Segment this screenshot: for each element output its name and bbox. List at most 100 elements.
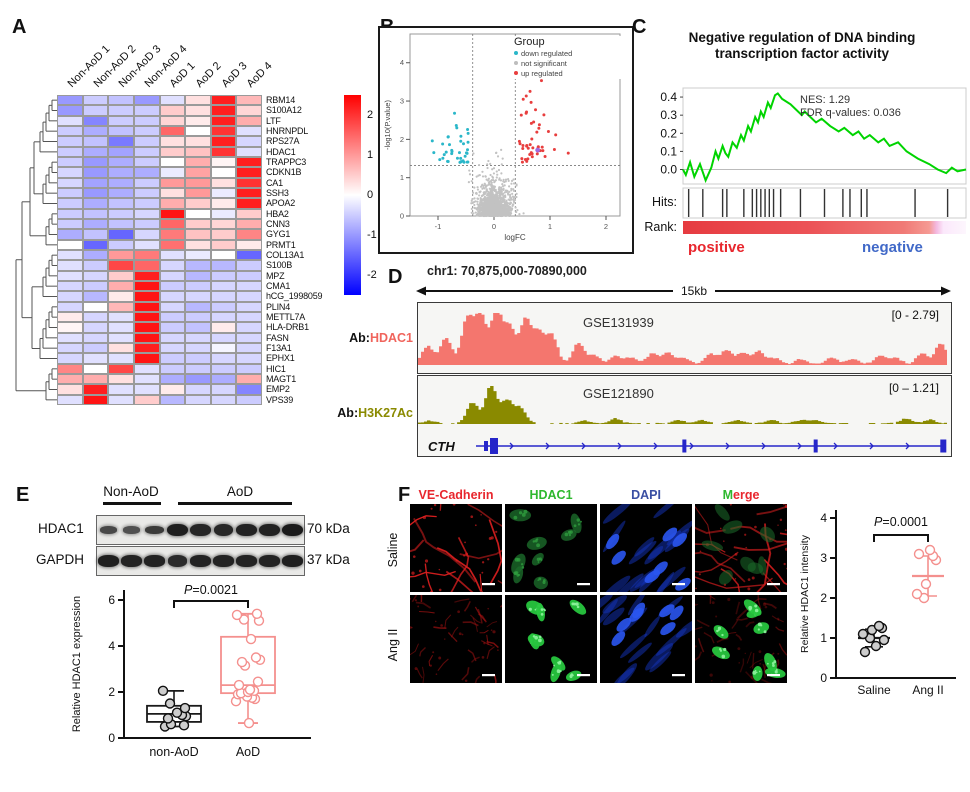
gsea-positive-label: positive [688, 239, 745, 256]
heatmap-cell [159, 311, 186, 323]
svg-text:2: 2 [108, 685, 115, 699]
blot-band [144, 555, 165, 567]
ab-prefix: Ab: [349, 331, 370, 345]
heatmap-cell [108, 270, 134, 281]
boxplot-point [251, 608, 263, 619]
heatmap-cell [236, 353, 262, 364]
boxplot-point [179, 702, 191, 714]
heatmap-cell [185, 105, 211, 116]
svg-text:AoD: AoD [236, 745, 260, 759]
heatmap-cell [236, 239, 262, 250]
blot-kda-37: 37 kDa [307, 552, 350, 567]
heatmap-cell [236, 270, 262, 281]
if-row-label-saline: Saline [386, 532, 400, 568]
if-tile-angii-merge [695, 595, 787, 683]
svg-text:1: 1 [400, 173, 404, 182]
heatmap-cell [185, 218, 211, 230]
heatmap-cell [108, 125, 134, 137]
heatmap-cell [159, 301, 186, 312]
heatmap-cell [210, 384, 237, 395]
boxplot-point [236, 656, 248, 668]
svg-text:CTH: CTH [428, 439, 455, 454]
heatmap-row-label: PRMT1 [266, 239, 296, 250]
scale-bar [482, 674, 495, 677]
heatmap-cell [133, 353, 160, 364]
heatmap-row-label: FASN [266, 332, 289, 343]
heatmap-cell [236, 260, 262, 271]
svg-text:4: 4 [400, 58, 404, 67]
dotplot-point [859, 646, 871, 658]
heatmap-cell [159, 342, 186, 354]
heatmap-cell [133, 146, 160, 157]
heatmap-row-labels: RBM14 S100A12 LTF HNRNPDL RPS27A HDAC1 TRAPPC3… [266, 95, 323, 405]
heatmap-cell [210, 332, 237, 343]
heatmap-cell [185, 280, 211, 292]
svg-text:0.4: 0.4 [660, 90, 677, 104]
heatmap-cell [108, 136, 134, 147]
heatmap-cell [210, 95, 237, 106]
heatmap-cell [82, 322, 109, 333]
heatmap-cell [57, 384, 83, 395]
heatmap-cell [108, 301, 134, 312]
if-tile-saline-dapi [600, 504, 692, 592]
scale-bar [577, 674, 590, 677]
heatmap-row-label: HNRNPDL [266, 125, 309, 136]
heatmap-cell [185, 239, 211, 250]
blot-row-label-hdac1: HDAC1 [38, 521, 84, 536]
if-tile-angii-ve-cadherin [410, 595, 502, 683]
heatmap-cell [82, 260, 109, 271]
heatmap-cell [133, 342, 160, 354]
heatmap-cell [133, 208, 160, 219]
heatmap-cell [185, 384, 211, 395]
heatmap-cell [82, 363, 109, 374]
heatmap-cell [159, 218, 186, 230]
heatmap-cell [82, 177, 109, 188]
blot-group-line-aod [178, 502, 292, 505]
if-tile-saline-ve-cadherin [410, 504, 502, 592]
scale-bar [577, 583, 590, 586]
heatmap-cell [108, 105, 134, 116]
heatmap-cell [82, 270, 109, 281]
heatmap-cell [236, 291, 262, 302]
dotplot-point [878, 634, 890, 646]
heatmap-cell [210, 229, 237, 240]
heatmap-cell [108, 322, 134, 333]
heatmap-cell [133, 322, 160, 333]
svg-text:2: 2 [820, 591, 827, 605]
blot-band [121, 555, 142, 567]
heatmap-cell [82, 136, 109, 147]
heatmap-cell [82, 229, 109, 240]
volcano-points-sig [430, 79, 570, 164]
heatmap-cell [108, 177, 134, 188]
svg-text:0: 0 [820, 671, 827, 685]
hdac1-intensity-dotplot: 0 1 2 3 4 Relative HDAC1 intensity Saline Ang I… [799, 510, 956, 697]
heatmap-cell [236, 208, 262, 219]
heatmap-row-label: MAGT1 [266, 373, 297, 384]
heatmap-cell [185, 260, 211, 271]
heatmap-cell [108, 218, 134, 230]
heatmap-cell [133, 167, 160, 178]
heatmap-cell [108, 167, 134, 178]
track2-signal: GSE121890 [0 – 1.21] [418, 381, 948, 424]
svg-text:1: 1 [548, 222, 552, 231]
heatmap-cell [210, 208, 237, 219]
heatmap-cell [236, 198, 262, 209]
heatmap-cell [185, 229, 211, 240]
heatmap-cell [108, 260, 134, 271]
heatmap-cell [236, 115, 262, 126]
heatmap-cell [108, 95, 134, 106]
svg-text:0.2: 0.2 [660, 126, 677, 140]
heatmap-cell [82, 156, 109, 168]
heatmap-cell [236, 187, 262, 199]
heatmap-cell [57, 156, 83, 168]
heatmap-cell [236, 342, 262, 354]
heatmap-cell [185, 208, 211, 219]
heatmap-cell [185, 115, 211, 126]
svg-text:Relative HDAC1 expression: Relative HDAC1 expression [71, 596, 83, 732]
heatmap-cell [57, 322, 83, 333]
heatmap-cell [57, 177, 83, 188]
merge-label-green: M [722, 488, 733, 502]
legend-item: not significant [514, 59, 622, 69]
heatmap-cell [57, 229, 83, 240]
heatmap-cell [108, 115, 134, 126]
